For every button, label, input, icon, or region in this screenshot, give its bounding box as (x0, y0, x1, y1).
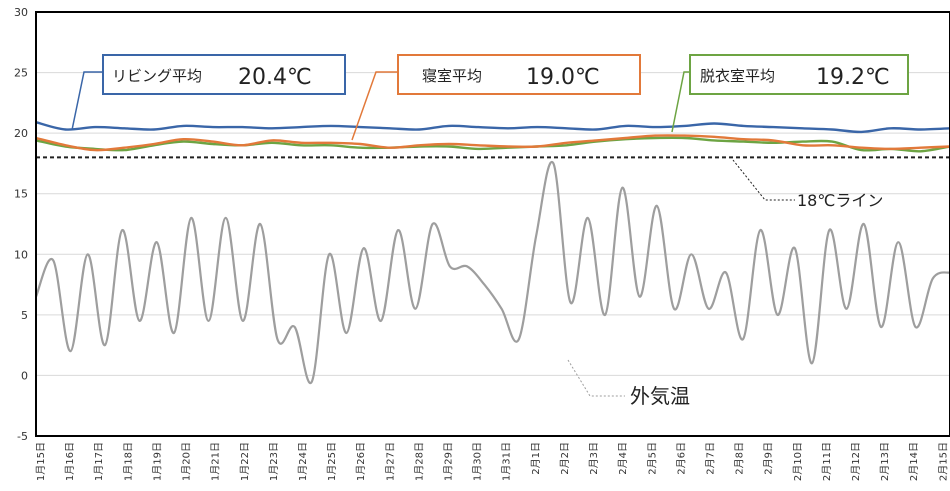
bedroom-callout-label: 寝室平均 (422, 67, 482, 85)
x-tick-label: 2月1日 (530, 442, 542, 475)
bedroom-callout-leader (351, 71, 398, 141)
x-tick-label: 1月23日 (268, 442, 280, 481)
reference-note-leader (732, 159, 795, 201)
living-callout-box (102, 54, 346, 95)
y-tick-label: -5 (17, 430, 28, 443)
y-tick-label: 10 (14, 248, 28, 261)
x-tick-label: 1月22日 (239, 442, 251, 481)
outdoor-note-label: 外気温 (630, 384, 690, 408)
living-callout-label: リビング平均 (112, 67, 202, 85)
x-tick-label: 1月19日 (151, 442, 163, 481)
x-tick-label: 1月20日 (181, 442, 193, 481)
dressing-callout-leader (671, 71, 690, 133)
x-tick-label: 2月2日 (559, 442, 571, 475)
x-tick-label: 1月28日 (413, 442, 425, 481)
bedroom-callout-value: 19.0℃ (526, 65, 600, 90)
x-tick-label: 2月12日 (850, 442, 862, 481)
dressing-callout-value: 19.2℃ (816, 65, 890, 90)
x-tick-label: 2月8日 (734, 442, 746, 475)
x-tick-label: 1月26日 (355, 442, 367, 481)
x-tick-label: 1月18日 (122, 442, 134, 481)
series-lines (34, 121, 950, 385)
x-tick-label: 1月21日 (210, 442, 222, 481)
y-tick-label: 25 (14, 67, 28, 80)
x-tick-label: 2月6日 (675, 442, 687, 475)
dressing-callout-box (689, 54, 909, 95)
series-outdoor-line (34, 160, 950, 385)
x-axis-ticks: 1月15日 1月16日 1月17日 1月18日 1月19日 1月20日 1月21日 1月22日… (35, 442, 949, 481)
y-tick-label: 5 (21, 309, 28, 322)
x-tick-label: 1月17日 (93, 442, 105, 481)
plot-border (35, 11, 950, 437)
x-tick-label: 2月14日 (908, 442, 920, 481)
x-tick-label: 1月29日 (443, 442, 455, 481)
y-tick-label: 20 (14, 127, 28, 140)
x-tick-label: 2月7日 (704, 442, 716, 475)
x-tick-label: 1月15日 (35, 442, 47, 481)
x-tick-label: 2月9日 (763, 442, 775, 475)
x-tick-label: 1月25日 (326, 442, 338, 481)
x-tick-label: 2月15日 (937, 442, 949, 481)
reference-note-label: 18℃ライン (797, 191, 883, 210)
y-tick-label: 15 (14, 188, 28, 201)
series-dressing-line (35, 136, 950, 153)
living-callout-value: 20.4℃ (238, 65, 312, 90)
x-tick-label: 2月11日 (821, 442, 833, 481)
series-bedroom-line (35, 134, 950, 152)
dressing-callout-label: 脱衣室平均 (700, 67, 775, 85)
x-tick-label: 2月3日 (588, 442, 600, 475)
outdoor-note-leader (567, 359, 625, 397)
x-tick-label: 1月16日 (64, 442, 76, 481)
x-tick-label: 2月5日 (646, 442, 658, 475)
x-tick-label: 2月10日 (792, 442, 804, 481)
x-tick-label: 2月13日 (879, 442, 891, 481)
gridlines (36, 72, 950, 376)
bedroom-callout-box (397, 54, 641, 95)
y-tick-label: 0 (21, 369, 28, 382)
series-living-line (35, 121, 950, 134)
x-tick-label: 1月30日 (472, 442, 484, 481)
y-tick-label: 30 (14, 6, 28, 19)
y-axis-ticks: -5 0 5 10 15 20 25 30 (14, 6, 28, 443)
living-callout-leader (71, 71, 103, 131)
x-tick-label: 1月31日 (501, 442, 513, 481)
x-tick-label: 1月24日 (297, 442, 309, 481)
x-tick-label: 1月27日 (384, 442, 396, 481)
x-tick-label: 2月4日 (617, 442, 629, 475)
